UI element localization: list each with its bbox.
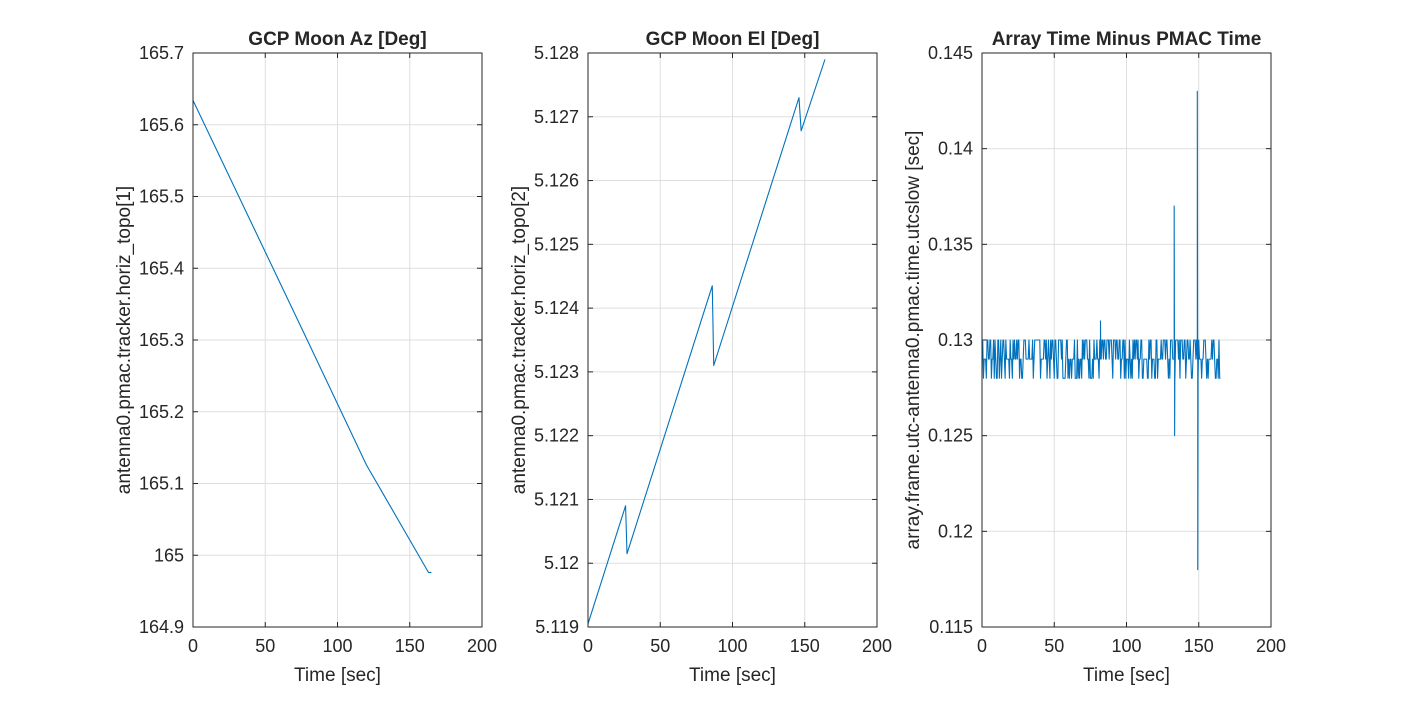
x-tick-label: 150 bbox=[1184, 636, 1214, 656]
y-tick-label: 5.124 bbox=[534, 298, 579, 318]
series-line bbox=[587, 59, 826, 624]
chart-title: GCP Moon El [Deg] bbox=[646, 29, 820, 50]
x-axis-label: Time [sec] bbox=[689, 665, 776, 686]
y-tick-label: 165.4 bbox=[139, 258, 184, 278]
y-tick-label: 165.5 bbox=[139, 187, 184, 207]
x-tick-label: 200 bbox=[862, 636, 892, 656]
y-tick-label: 164.9 bbox=[139, 617, 184, 637]
chart-title: GCP Moon Az [Deg] bbox=[248, 29, 426, 50]
y-tick-label: 0.13 bbox=[938, 330, 973, 350]
y-tick-label: 0.125 bbox=[928, 426, 973, 446]
y-tick-label: 5.123 bbox=[534, 362, 579, 382]
y-axis-label: antenna0.pmac.tracker.horiz_topo[2] bbox=[509, 186, 530, 494]
y-tick-label: 165.2 bbox=[139, 402, 184, 422]
x-axis-label: Time [sec] bbox=[1083, 665, 1170, 686]
x-tick-label: 150 bbox=[790, 636, 820, 656]
y-tick-label: 165.1 bbox=[139, 474, 184, 494]
x-tick-label: 0 bbox=[977, 636, 987, 656]
x-tick-label: 100 bbox=[322, 636, 352, 656]
x-tick-label: 200 bbox=[1256, 636, 1286, 656]
chart-panel-2: 0 50 100 150 200 5.119 5.12 5.121 5.122 5.123 5.12… bbox=[509, 29, 892, 686]
y-tick-label: 165.6 bbox=[139, 115, 184, 135]
y-tick-label: 5.127 bbox=[534, 107, 579, 127]
x-tick-label: 100 bbox=[1111, 636, 1141, 656]
chart-title: Array Time Minus PMAC Time bbox=[992, 29, 1262, 50]
y-tick-label: 0.135 bbox=[928, 234, 973, 254]
x-axis-label: Time [sec] bbox=[294, 665, 381, 686]
y-tick-label: 5.119 bbox=[535, 617, 579, 637]
y-tick-label: 5.126 bbox=[534, 171, 579, 191]
y-tick-label: 5.125 bbox=[534, 234, 579, 254]
y-tick-label: 165.3 bbox=[139, 330, 184, 350]
x-tick-label: 100 bbox=[717, 636, 747, 656]
y-tick-label: 165 bbox=[154, 545, 184, 565]
y-axis-label: antenna0.pmac.tracker.horiz_topo[1] bbox=[114, 186, 135, 494]
y-tick-label: 0.14 bbox=[938, 139, 973, 159]
y-tick-label: 0.12 bbox=[938, 521, 973, 541]
x-tick-label: 150 bbox=[395, 636, 425, 656]
y-tick-label: 0.115 bbox=[929, 617, 973, 637]
y-tick-label: 5.12 bbox=[544, 553, 579, 573]
y-tick-label: 5.128 bbox=[534, 43, 579, 63]
chart-panel-1: 0 50 100 150 200 164.9 165 165.1 165.2 165.3 165.4… bbox=[114, 29, 497, 686]
x-tick-label: 50 bbox=[255, 636, 275, 656]
chart-panel-3: 0 50 100 150 200 0.115 0.12 0.125 0.13 0.135 0.14 0… bbox=[903, 29, 1286, 686]
y-tick-label: 165.7 bbox=[139, 43, 184, 63]
axes-frame bbox=[587, 52, 878, 628]
y-tick-label: 5.121 bbox=[534, 489, 579, 509]
axes-frame bbox=[981, 52, 1272, 628]
y-tick-label: 0.145 bbox=[928, 43, 973, 63]
x-tick-label: 50 bbox=[650, 636, 670, 656]
series-line bbox=[192, 100, 432, 574]
y-tick-label: 5.122 bbox=[534, 426, 579, 446]
x-tick-label: 0 bbox=[188, 636, 198, 656]
series-line bbox=[981, 90, 1221, 571]
x-tick-label: 0 bbox=[583, 636, 593, 656]
x-tick-label: 50 bbox=[1044, 636, 1064, 656]
x-tick-label: 200 bbox=[467, 636, 497, 656]
y-axis-label: array.frame.utc-antenna0.pmac.time.utcsl… bbox=[903, 131, 924, 550]
axes-frame bbox=[192, 52, 483, 628]
